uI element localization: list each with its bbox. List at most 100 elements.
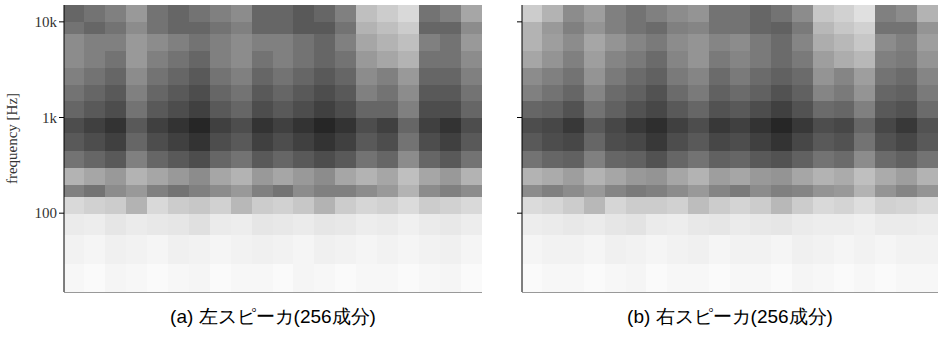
cell <box>854 132 876 151</box>
cell <box>231 21 253 34</box>
cell <box>542 67 564 85</box>
cell <box>252 213 273 235</box>
cell <box>356 67 378 85</box>
cell <box>335 84 357 101</box>
cell <box>189 33 211 51</box>
cell <box>626 100 647 118</box>
cell <box>356 184 378 197</box>
cell <box>896 234 918 264</box>
cell <box>875 196 897 214</box>
cell <box>813 100 834 118</box>
cell <box>563 100 585 118</box>
cell <box>626 117 647 133</box>
cell <box>293 150 315 168</box>
cell <box>440 50 462 68</box>
cell <box>293 50 315 68</box>
cell <box>854 117 876 133</box>
cell <box>688 100 710 118</box>
cell <box>667 263 689 292</box>
cell <box>168 50 190 68</box>
cell <box>419 132 441 151</box>
cell <box>813 132 834 151</box>
cell <box>917 263 938 292</box>
cell <box>84 84 106 101</box>
cell <box>522 33 543 51</box>
cell <box>273 33 294 51</box>
x-axis-line <box>64 292 482 293</box>
cell <box>542 117 564 133</box>
cell <box>293 67 315 85</box>
cell <box>293 100 315 118</box>
cell <box>875 132 897 151</box>
cell <box>440 117 462 133</box>
cell <box>605 67 626 85</box>
cell <box>64 21 85 34</box>
cell <box>126 150 148 168</box>
cell <box>356 167 378 185</box>
cell <box>356 132 378 151</box>
cell <box>709 167 730 185</box>
cell <box>84 196 106 214</box>
cell <box>335 150 357 168</box>
cell <box>210 67 232 85</box>
cell <box>189 100 211 118</box>
cell <box>440 184 462 197</box>
cell <box>709 50 730 68</box>
cell <box>126 263 148 292</box>
cell <box>646 132 668 151</box>
cell <box>834 196 855 214</box>
cell <box>168 117 190 133</box>
cell <box>854 5 876 22</box>
cell <box>563 167 585 185</box>
cell <box>813 150 834 168</box>
cell <box>356 50 378 68</box>
cell <box>730 234 751 264</box>
y-tick <box>517 117 522 118</box>
cell <box>771 150 793 168</box>
cell <box>917 33 938 51</box>
cell <box>896 167 918 185</box>
cell <box>709 196 730 214</box>
cell <box>584 50 606 68</box>
cell <box>461 5 482 22</box>
cell <box>834 117 855 133</box>
cell <box>168 132 190 151</box>
cell <box>461 150 482 168</box>
cell <box>917 5 938 22</box>
cell <box>273 234 294 264</box>
cell <box>168 234 190 264</box>
cell <box>293 234 315 264</box>
cell <box>105 196 127 214</box>
cell <box>646 167 668 185</box>
cell <box>709 213 730 235</box>
cell <box>605 117 626 133</box>
cell <box>584 100 606 118</box>
cell <box>84 184 106 197</box>
cell <box>231 84 253 101</box>
cell <box>147 150 169 168</box>
cell <box>84 150 106 168</box>
cell <box>813 196 834 214</box>
cell <box>64 50 85 68</box>
cell <box>563 33 585 51</box>
cell <box>917 132 938 151</box>
cell <box>64 5 85 22</box>
cell <box>917 234 938 264</box>
cell <box>440 21 462 34</box>
cell <box>667 21 689 34</box>
cell <box>854 167 876 185</box>
cell <box>398 84 420 101</box>
cell <box>105 117 127 133</box>
cell <box>584 263 606 292</box>
cell <box>626 234 647 264</box>
cell <box>314 196 336 214</box>
cell <box>398 196 420 214</box>
cell <box>875 263 897 292</box>
cell <box>792 132 814 151</box>
cell <box>584 84 606 101</box>
cell <box>896 117 918 133</box>
cell <box>293 33 315 51</box>
cell <box>750 184 772 197</box>
cell <box>750 234 772 264</box>
cell <box>896 84 918 101</box>
